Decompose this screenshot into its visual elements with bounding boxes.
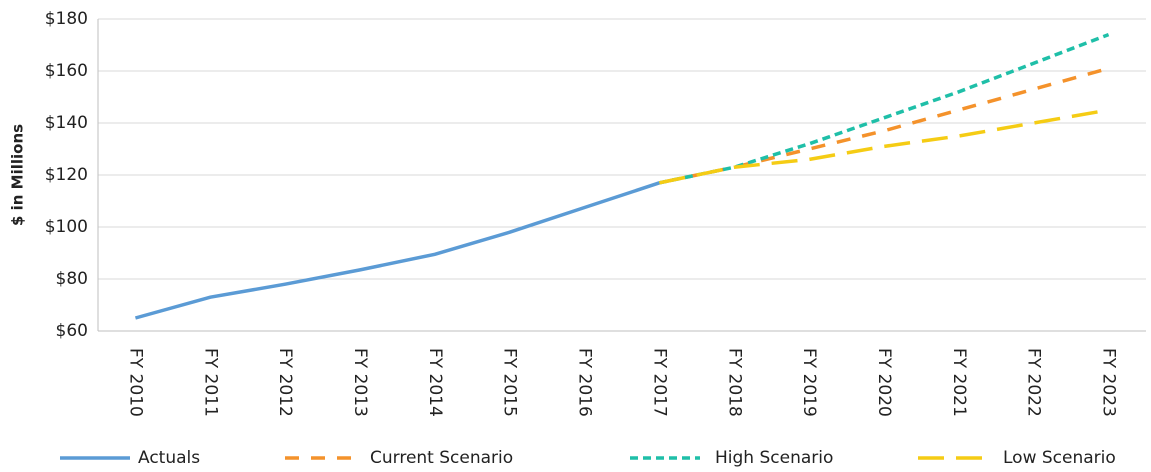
x-tick-label: FY 2017 — [649, 348, 669, 417]
series-line — [659, 108, 1109, 185]
y-tick-label: $140 — [45, 113, 88, 133]
x-tick-label: FY 2021 — [949, 348, 969, 417]
series-line — [659, 32, 1110, 185]
series-line — [134, 181, 660, 320]
x-tick-label: FY 2022 — [1024, 348, 1044, 417]
legend-label: High Scenario — [715, 448, 833, 468]
x-tick-label: FY 2010 — [125, 348, 145, 417]
x-tick-label: FY 2015 — [500, 348, 520, 417]
x-tick-label: FY 2014 — [425, 348, 445, 417]
y-axis-title: $ in Millions — [9, 124, 27, 226]
series-line — [659, 66, 1110, 185]
x-tick-label: FY 2020 — [874, 348, 894, 417]
x-tick-label: FY 2019 — [799, 348, 819, 417]
x-tick-label: FY 2023 — [1099, 348, 1119, 417]
y-tick-label: $120 — [45, 165, 88, 185]
x-tick-label: FY 2013 — [350, 348, 370, 417]
legend-label: Low Scenario — [1003, 448, 1116, 468]
y-tick-label: $160 — [45, 61, 88, 81]
x-tick-label: FY 2018 — [724, 348, 744, 417]
y-tick-label: $80 — [56, 269, 88, 289]
x-tick-label: FY 2011 — [200, 348, 220, 417]
legend-label: Actuals — [138, 448, 200, 468]
y-tick-label: $180 — [45, 9, 88, 29]
legend-label: Current Scenario — [370, 448, 513, 468]
y-tick-label: $60 — [56, 321, 88, 341]
y-tick-label: $100 — [45, 217, 88, 237]
x-tick-label: FY 2012 — [275, 348, 295, 417]
x-tick-label: FY 2016 — [575, 348, 595, 417]
